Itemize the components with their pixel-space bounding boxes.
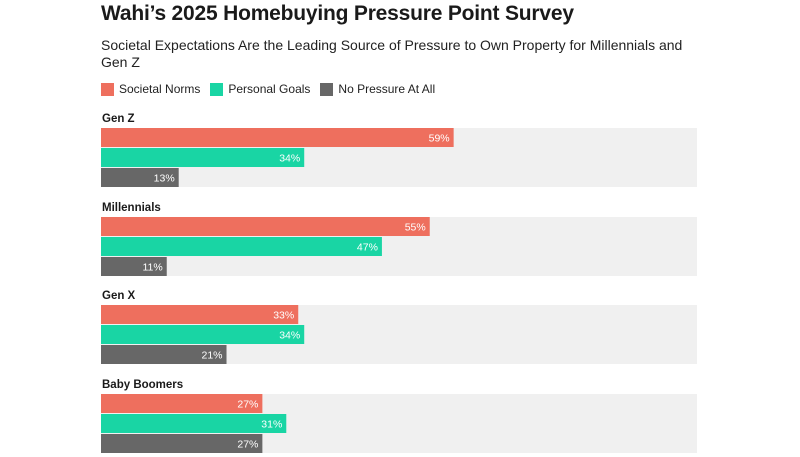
legend-label-societal-norms: Societal Norms [119, 82, 201, 96]
bar-gen-z-no-pressure-at-all [101, 168, 179, 187]
bar-label-millennials-personal-goals: 47% [357, 242, 378, 254]
legend-label-personal-goals: Personal Goals [228, 82, 311, 96]
chart-title: Wahi’s 2025 Homebuying Pressure Point Su… [101, 2, 574, 25]
category-group-gen-z: Gen Z 59% 34% 13% [101, 113, 697, 187]
category-group-millennials: Millennials 55% 47% 11% [101, 202, 697, 276]
bar-gen-z-societal-norms [101, 128, 454, 147]
bar-label-millennials-societal-norms: 55% [405, 222, 426, 234]
bar-label-baby-boomers-personal-goals: 31% [261, 419, 282, 431]
category-label-gen-x: Gen X [102, 290, 136, 302]
bar-label-gen-z-societal-norms: 59% [429, 133, 450, 145]
legend-item-societal-norms: Societal Norms [101, 82, 200, 96]
bar-baby-boomers-no-pressure-at-all [101, 434, 263, 453]
bar-label-baby-boomers-societal-norms: 27% [237, 399, 258, 411]
bar-label-baby-boomers-no-pressure-at-all: 27% [237, 439, 258, 451]
bar-label-gen-z-no-pressure-at-all: 13% [154, 173, 175, 185]
legend-item-personal-goals: Personal Goals [210, 82, 310, 96]
legend-item-no-pressure: No Pressure At All [320, 82, 435, 96]
bar-label-gen-z-personal-goals: 34% [279, 153, 300, 165]
bar-label-gen-x-no-pressure-at-all: 21% [202, 350, 223, 362]
category-label-millennials: Millennials [102, 202, 161, 214]
bar-gen-x-no-pressure-at-all [101, 345, 227, 364]
category-label-gen-z: Gen Z [102, 113, 135, 125]
bar-gen-x-societal-norms [101, 305, 299, 324]
bar-gen-x-personal-goals [101, 325, 305, 344]
bar-label-gen-x-personal-goals: 34% [279, 330, 300, 342]
legend-swatch-personal-goals [210, 82, 224, 96]
bar-millennials-no-pressure-at-all [101, 257, 167, 276]
category-group-baby-boomers: Baby Boomers 27%31%27% [101, 379, 697, 453]
bar-label-gen-x-societal-norms: 33% [273, 310, 294, 322]
bar-baby-boomers-personal-goals [101, 414, 287, 433]
bar-millennials-societal-norms [101, 217, 430, 236]
legend: Societal Norms Personal Goals No Pressur… [101, 82, 445, 96]
bar-gen-z-personal-goals [101, 148, 305, 167]
bar-millennials-personal-goals [101, 237, 382, 256]
legend-label-no-pressure: No Pressure At All [338, 82, 436, 96]
chart-subtitle: Societal Expectations Are the Leading So… [101, 37, 683, 70]
category-group-gen-x: Gen X 33% 34% 21% [101, 290, 697, 364]
legend-swatch-societal-norms [101, 82, 114, 96]
category-label-baby-boomers: Baby Boomers [102, 379, 183, 391]
legend-swatch-no-pressure [320, 82, 334, 96]
bar-label-millennials-no-pressure-at-all: 11% [142, 262, 162, 274]
bar-baby-boomers-societal-norms [101, 394, 263, 413]
